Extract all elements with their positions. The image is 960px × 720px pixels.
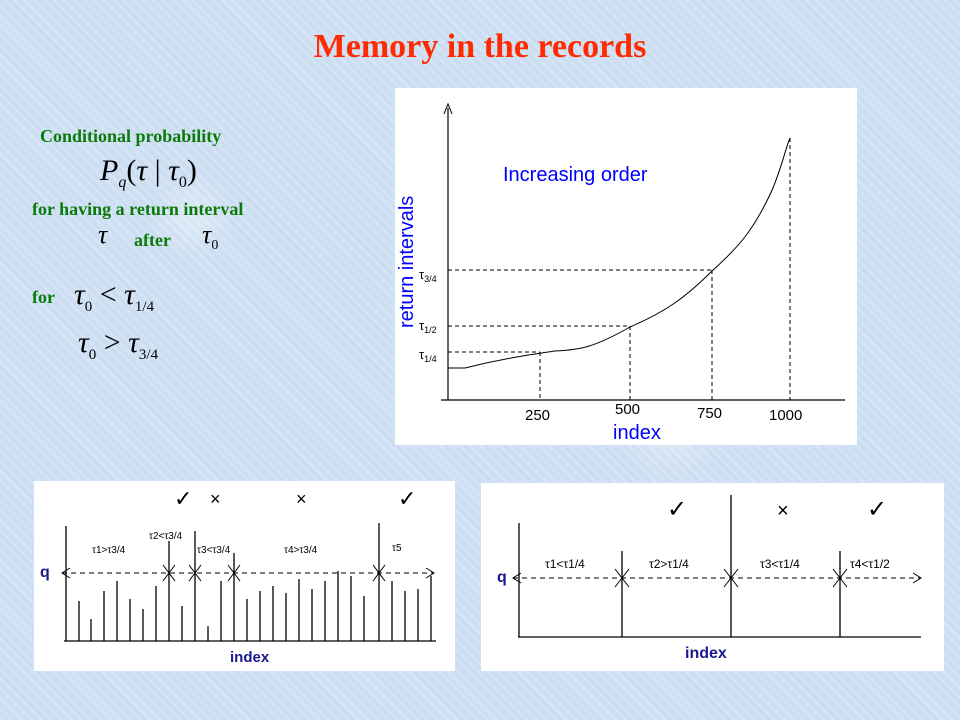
chart-title: Increasing order xyxy=(503,164,648,186)
y-tick-1-4: τ1/4 xyxy=(419,347,437,364)
q-label: q xyxy=(40,564,50,581)
x-axis-label: index xyxy=(613,422,661,444)
check-icon: ✓ xyxy=(667,496,687,523)
x-axis-label: index xyxy=(685,645,727,662)
condition-upper: τ0 > τ3/4 xyxy=(78,326,159,363)
interval-label: τ2>τ1/4 xyxy=(649,557,689,571)
interval-label: τ2<τ3/4 xyxy=(149,531,183,542)
x-tick-label: 1000 xyxy=(769,407,802,424)
interval-label: τ3<τ1/4 xyxy=(760,557,800,571)
x-tick-label: 250 xyxy=(525,407,550,424)
for-label: for xyxy=(32,287,55,307)
interval-label: τ1<τ1/4 xyxy=(545,557,585,571)
q-label: q xyxy=(497,569,507,586)
y-tick-3-4: τ3/4 xyxy=(419,267,437,284)
x-axis-label: index xyxy=(230,649,270,666)
tau-symbol: τ xyxy=(98,220,108,249)
condition-lower: τ0 < τ1/4 xyxy=(74,278,155,315)
cross-icon: × xyxy=(777,500,789,522)
records-diagram-lower-quartile: q τ1<τ1/4 τ2>τ1/4 τ3<τ1/4 τ4<τ1/2 ✓ × ✓ … xyxy=(481,483,944,671)
conditional-probability-label: Conditional probability xyxy=(40,126,222,146)
interval-label: τ4>τ3/4 xyxy=(284,545,318,556)
after-label: after xyxy=(134,230,171,250)
check-icon: ✓ xyxy=(398,486,416,511)
interval-label: τ5 xyxy=(392,543,402,554)
y-tick-1-2: τ1/2 xyxy=(419,318,437,335)
check-icon: ✓ xyxy=(174,486,192,511)
check-icon: ✓ xyxy=(867,496,887,523)
cross-icon: × xyxy=(210,489,221,509)
y-axis-label: return intervals xyxy=(396,196,418,328)
records-diagram-upper-quartile: q τ1>τ3/4 τ2<τ3/4 τ3<τ3/4 τ4>τ3/4 τ5 ✓ ×… xyxy=(34,481,455,671)
interval-label: τ3<τ3/4 xyxy=(197,545,231,556)
cross-icon: × xyxy=(296,489,307,509)
interval-label: τ4<τ1/2 xyxy=(850,557,890,571)
page-title: Memory in the records xyxy=(313,28,647,65)
interval-label: τ1>τ3/4 xyxy=(92,545,126,556)
increasing-order-chart: τ3/4 τ1/2 τ1/4 250 500 750 1000 Increasi… xyxy=(395,88,857,445)
return-interval-label: for having a return interval xyxy=(32,199,244,219)
x-tick-label: 500 xyxy=(615,401,640,418)
probability-formula: Pq(τ | τ0) xyxy=(100,154,197,191)
tau0-symbol: τ0 xyxy=(202,220,219,254)
x-tick-label: 750 xyxy=(697,405,722,422)
return-interval-curve xyxy=(448,137,791,369)
